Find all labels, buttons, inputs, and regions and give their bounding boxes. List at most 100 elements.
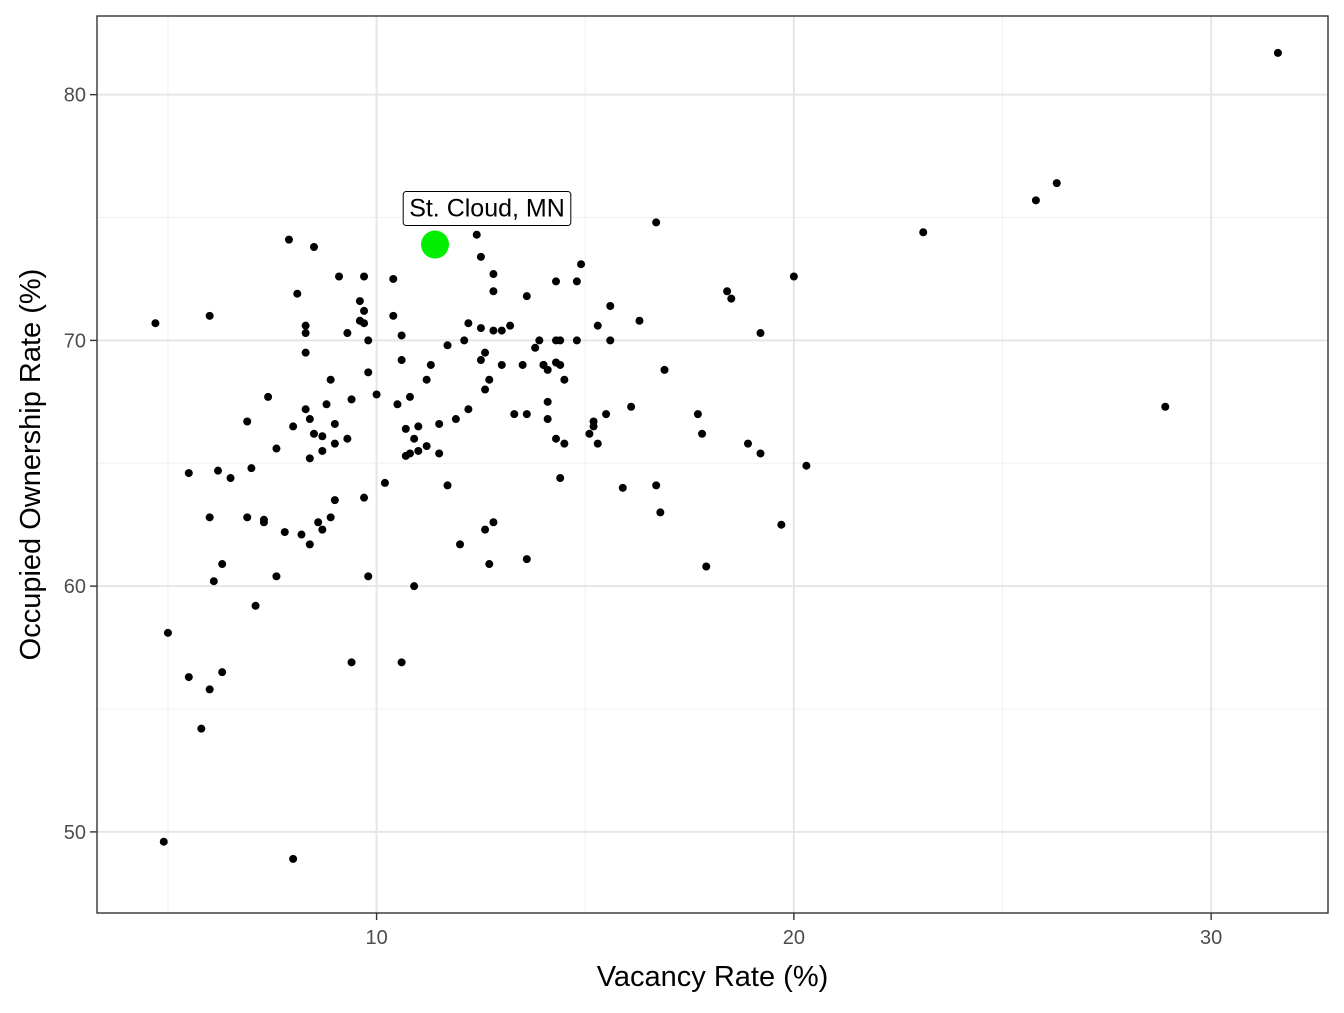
data-point: [360, 306, 369, 315]
data-point: [305, 540, 314, 549]
data-point: [476, 324, 485, 333]
data-point: [389, 311, 398, 320]
data-point: [197, 724, 206, 733]
data-point: [660, 365, 669, 374]
data-point: [397, 331, 406, 340]
x-tick-label: 30: [1200, 927, 1222, 949]
data-point: [405, 449, 414, 458]
data-point: [460, 336, 469, 345]
data-point: [335, 272, 344, 281]
data-point: [205, 311, 214, 320]
data-point: [1273, 48, 1282, 57]
data-point: [301, 321, 310, 330]
data-point: [218, 668, 227, 677]
y-tick-label: 60: [64, 576, 86, 598]
data-point: [218, 560, 227, 569]
data-point: [426, 360, 435, 369]
data-point: [1052, 179, 1061, 188]
data-point: [727, 294, 736, 303]
data-point: [422, 442, 431, 451]
data-point: [456, 540, 465, 549]
data-point: [1031, 196, 1040, 205]
data-point: [789, 272, 798, 281]
plot-panel-border: [96, 15, 1329, 914]
data-point: [531, 343, 540, 352]
data-point: [293, 289, 302, 298]
data-point: [159, 837, 168, 846]
data-point: [326, 375, 335, 384]
data-point: [343, 434, 352, 443]
data-point: [435, 449, 444, 458]
data-point: [556, 336, 565, 345]
y-tick-label: 50: [64, 822, 86, 844]
data-point: [723, 287, 732, 296]
data-point: [606, 336, 615, 345]
data-point: [343, 329, 352, 338]
data-point: [347, 658, 356, 667]
highlight-point: [421, 230, 450, 259]
data-point: [535, 336, 544, 345]
data-point: [318, 432, 327, 441]
data-point: [360, 319, 369, 328]
data-point: [251, 601, 260, 610]
data-point: [393, 400, 402, 409]
data-point: [556, 360, 565, 369]
data-point: [756, 449, 765, 458]
data-point: [698, 429, 707, 438]
data-point: [360, 272, 369, 281]
data-point: [652, 481, 661, 490]
data-point: [151, 319, 160, 328]
data-point: [593, 439, 602, 448]
data-point: [606, 301, 615, 310]
data-point: [410, 582, 419, 591]
data-point: [522, 410, 531, 419]
data-point: [506, 321, 515, 330]
data-point: [489, 287, 498, 296]
data-point: [414, 446, 423, 455]
data-point: [318, 446, 327, 455]
data-point: [522, 555, 531, 564]
data-point: [777, 520, 786, 529]
data-point: [297, 530, 306, 539]
data-point: [389, 274, 398, 283]
data-point: [243, 417, 252, 426]
data-point: [326, 513, 335, 522]
data-point: [510, 410, 519, 419]
data-point: [497, 360, 506, 369]
data-point: [652, 218, 661, 227]
data-point: [543, 415, 552, 424]
data-point: [422, 375, 431, 384]
data-point: [585, 429, 594, 438]
data-point: [702, 562, 711, 571]
data-point: [464, 405, 473, 414]
data-point: [364, 336, 373, 345]
data-points: [151, 48, 1282, 863]
data-point: [309, 243, 318, 252]
data-point: [414, 422, 423, 431]
data-point: [560, 439, 569, 448]
data-point: [330, 419, 339, 428]
data-point: [355, 297, 364, 306]
data-point: [264, 392, 273, 401]
data-point: [405, 392, 414, 401]
data-point: [556, 474, 565, 483]
data-point: [301, 405, 310, 414]
data-point: [272, 572, 281, 581]
data-point: [209, 577, 218, 586]
data-point: [214, 466, 223, 475]
data-point: [472, 230, 481, 239]
data-point: [284, 235, 293, 244]
data-point: [309, 429, 318, 438]
data-point: [247, 464, 256, 473]
data-point: [635, 316, 644, 325]
y-tick-label: 80: [64, 85, 86, 107]
data-point: [552, 434, 561, 443]
data-point: [627, 402, 636, 411]
data-point: [589, 417, 598, 426]
data-point: [205, 685, 214, 694]
data-point: [489, 326, 498, 335]
data-point: [693, 410, 702, 419]
data-point: [489, 270, 498, 279]
